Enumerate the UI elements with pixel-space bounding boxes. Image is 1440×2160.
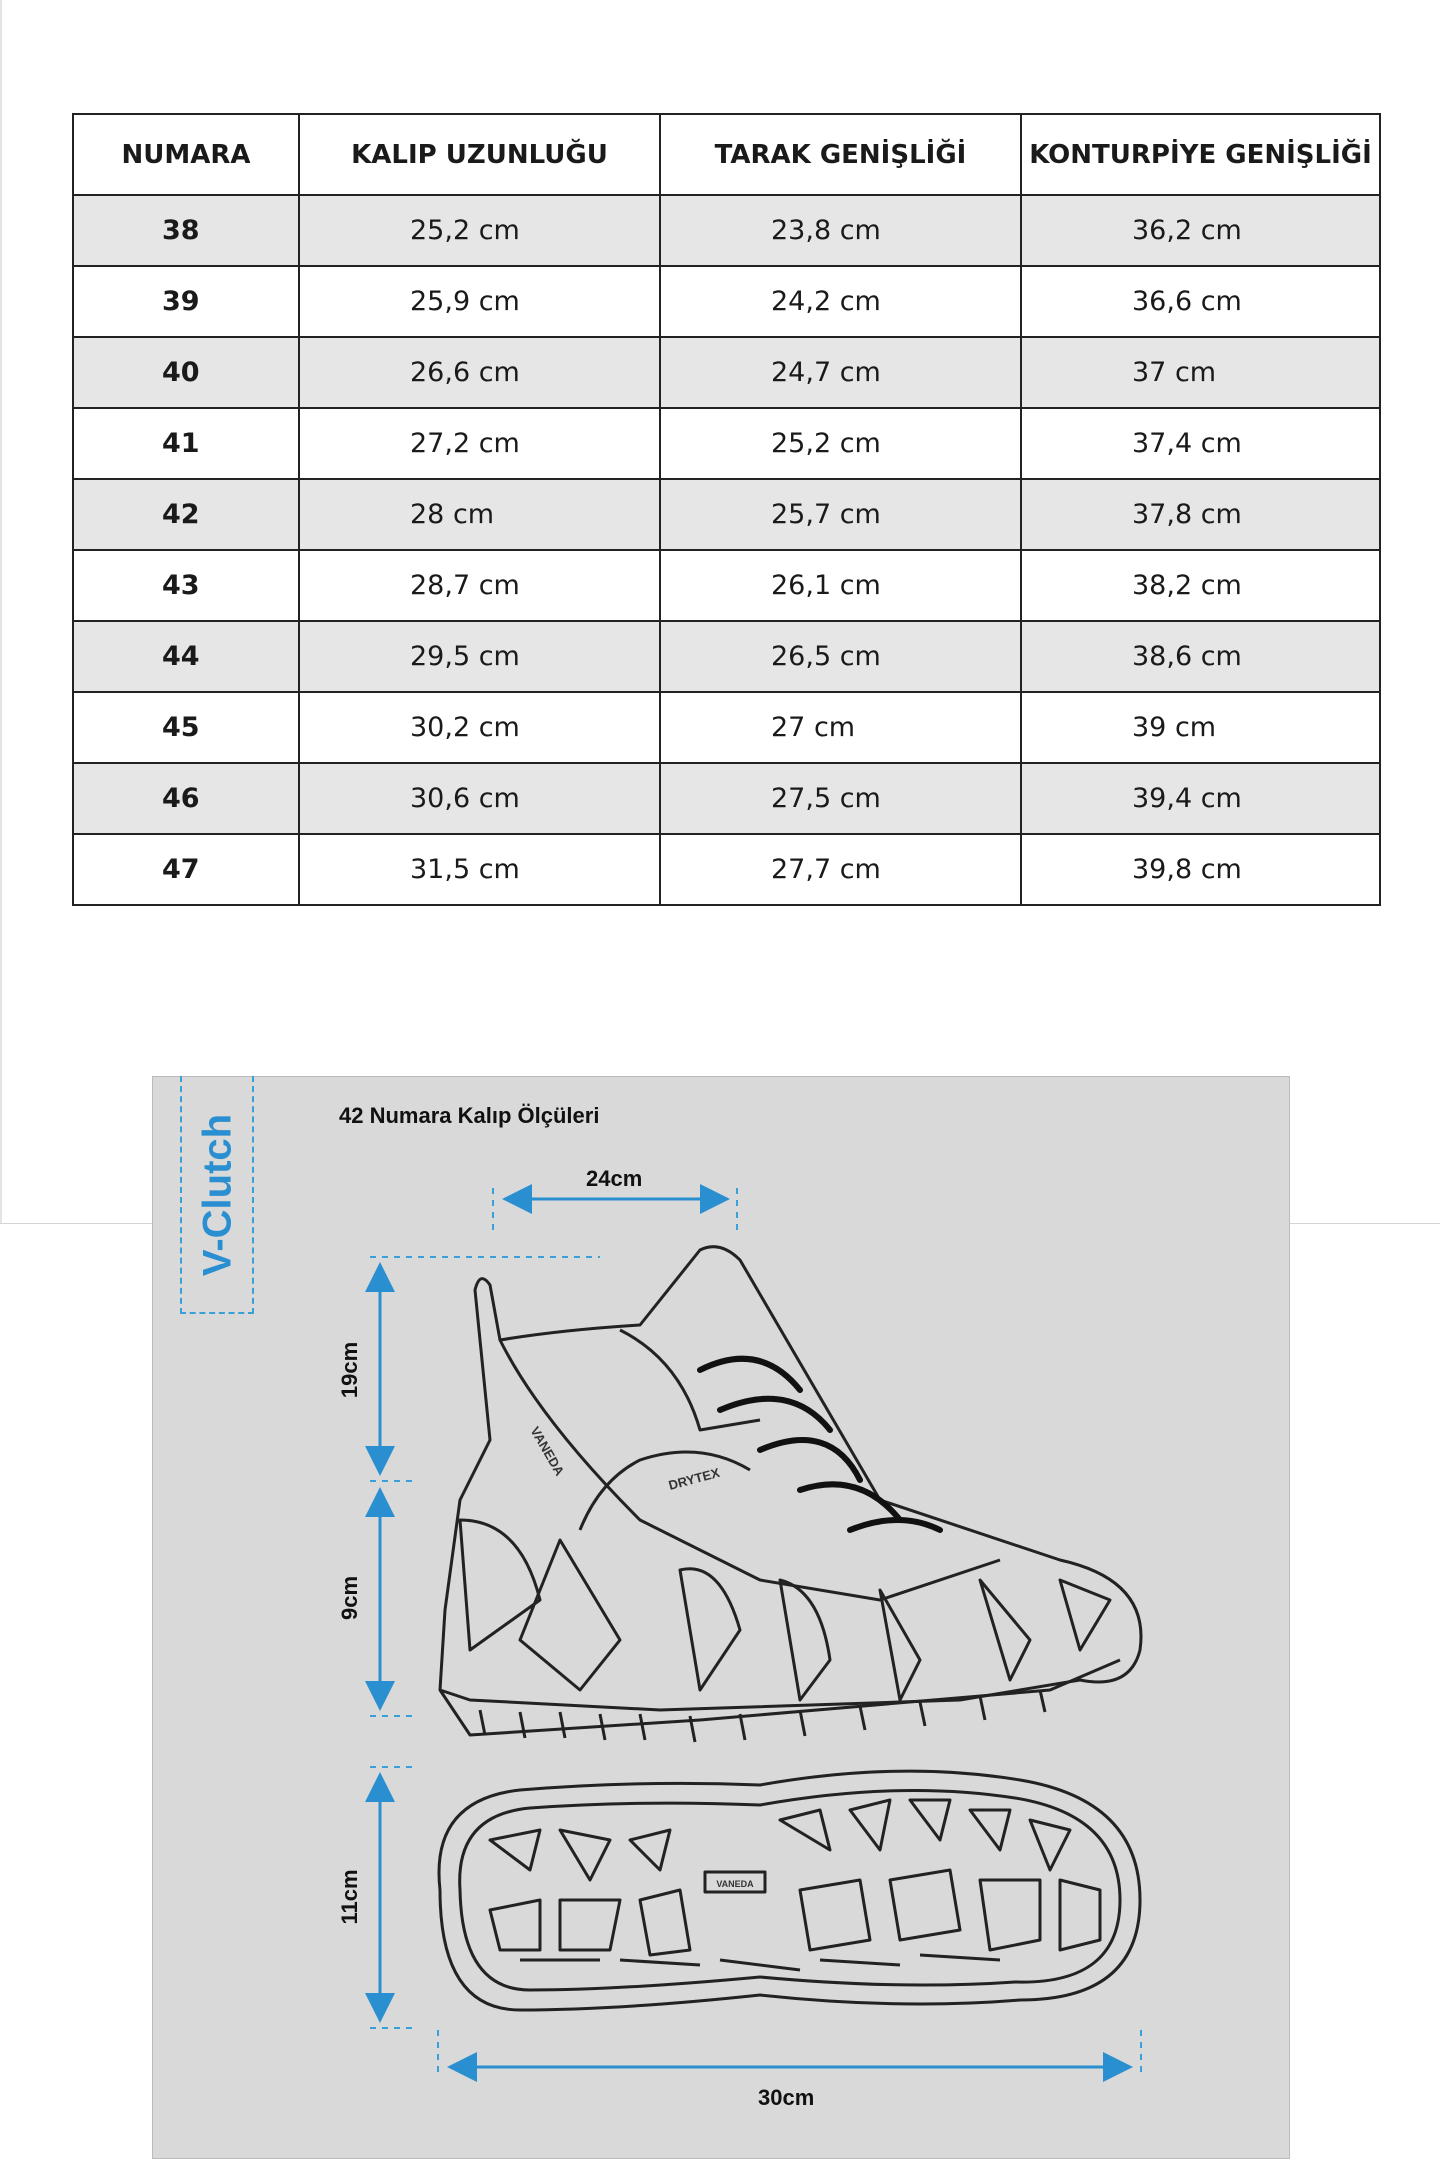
cell-tarak-genisligi: 24,7 cm	[659, 336, 1022, 409]
cell-size: 41	[72, 407, 300, 480]
shoe-side-view	[438, 1245, 1143, 1743]
cell-kalip-uzunlugu: 29,5 cm	[298, 620, 661, 693]
table-row: 47 31,5 cm 27,7 cm 39,8 cm	[72, 833, 1381, 906]
cell-kalip-uzunlugu: 31,5 cm	[298, 833, 661, 906]
cell-size: 44	[72, 620, 300, 693]
table-row: 44 29,5 cm 26,5 cm 38,6 cm	[72, 620, 1381, 693]
dim-label-24cm: 24cm	[586, 1166, 643, 1191]
cell-size: 47	[72, 833, 300, 906]
cell-konturpiye-genisligi: 38,2 cm	[1020, 549, 1381, 622]
dim-label-19cm: 19cm	[337, 1341, 362, 1399]
cell-tarak-genisligi: 27,7 cm	[659, 833, 1022, 906]
shoe-laces	[697, 1355, 943, 1533]
cell-tarak-genisligi: 27 cm	[659, 691, 1022, 764]
header-konturpiye-genisligi: KONTURPİYE GENİŞLİĞİ	[1020, 113, 1381, 196]
cell-konturpiye-genisligi: 37,8 cm	[1020, 478, 1381, 551]
cell-konturpiye-genisligi: 39,4 cm	[1020, 762, 1381, 835]
cell-tarak-genisligi: 27,5 cm	[659, 762, 1022, 835]
dimension-arrows	[365, 1184, 1133, 2082]
cell-size: 40	[72, 336, 300, 409]
brand-box	[180, 1076, 254, 1314]
cell-konturpiye-genisligi: 39,8 cm	[1020, 833, 1381, 906]
sole-logo: VANEDA	[716, 1879, 754, 1889]
guide-lines	[370, 1188, 1142, 2075]
cell-kalip-uzunlugu: 26,6 cm	[298, 336, 661, 409]
table-header-row: NUMARA KALIP UZUNLUĞU TARAK GENİŞLİĞİ KO…	[72, 113, 1381, 196]
cell-size: 43	[72, 549, 300, 622]
cell-tarak-genisligi: 24,2 cm	[659, 265, 1022, 338]
cell-size: 42	[72, 478, 300, 551]
table-row: 42 28 cm 25,7 cm 37,8 cm	[72, 478, 1381, 551]
cell-kalip-uzunlugu: 25,2 cm	[298, 194, 661, 267]
left-edge-line	[0, 0, 2, 1224]
header-kalip-uzunlugu: KALIP UZUNLUĞU	[298, 113, 661, 196]
size-table: NUMARA KALIP UZUNLUĞU TARAK GENİŞLİĞİ KO…	[72, 113, 1381, 906]
cell-konturpiye-genisligi: 36,2 cm	[1020, 194, 1381, 267]
cell-size: 46	[72, 762, 300, 835]
shoe-sole-view	[437, 1769, 1142, 2012]
cell-konturpiye-genisligi: 38,6 cm	[1020, 620, 1381, 693]
cell-tarak-genisligi: 25,2 cm	[659, 407, 1022, 480]
table-row: 41 27,2 cm 25,2 cm 37,4 cm	[72, 407, 1381, 480]
table-row: 45 30,2 cm 27 cm 39 cm	[72, 691, 1381, 764]
table-row: 46 30,6 cm 27,5 cm 39,4 cm	[72, 762, 1381, 835]
cell-konturpiye-genisligi: 37 cm	[1020, 336, 1381, 409]
dim-label-11cm: 11cm	[337, 1869, 362, 1925]
cell-konturpiye-genisligi: 36,6 cm	[1020, 265, 1381, 338]
dim-label-9cm: 9cm	[337, 1575, 362, 1621]
cell-kalip-uzunlugu: 30,2 cm	[298, 691, 661, 764]
cell-tarak-genisligi: 23,8 cm	[659, 194, 1022, 267]
table-row: 43 28,7 cm 26,1 cm 38,2 cm	[72, 549, 1381, 622]
cell-size: 45	[72, 691, 300, 764]
table-row: 39 25,9 cm 24,2 cm 36,6 cm	[72, 265, 1381, 338]
cell-konturpiye-genisligi: 37,4 cm	[1020, 407, 1381, 480]
cell-konturpiye-genisligi: 39 cm	[1020, 691, 1381, 764]
header-tarak-genisligi: TARAK GENİŞLİĞİ	[659, 113, 1022, 196]
cell-size: 39	[72, 265, 300, 338]
dim-label-30cm: 30cm	[758, 2085, 815, 2110]
cell-size: 38	[72, 194, 300, 267]
cell-tarak-genisligi: 26,5 cm	[659, 620, 1022, 693]
cell-kalip-uzunlugu: 28,7 cm	[298, 549, 661, 622]
header-numara: NUMARA	[72, 113, 300, 196]
cell-kalip-uzunlugu: 25,9 cm	[298, 265, 661, 338]
cell-tarak-genisligi: 26,1 cm	[659, 549, 1022, 622]
diagram-title: 42 Numara Kalıp Ölçüleri	[339, 1103, 600, 1128]
shoe-drytex-label: DRYTEX	[667, 1465, 722, 1493]
cell-kalip-uzunlugu: 28 cm	[298, 478, 661, 551]
cell-kalip-uzunlugu: 30,6 cm	[298, 762, 661, 835]
cell-tarak-genisligi: 25,7 cm	[659, 478, 1022, 551]
table-row: 38 25,2 cm 23,8 cm 36,2 cm	[72, 194, 1381, 267]
cell-kalip-uzunlugu: 27,2 cm	[298, 407, 661, 480]
table-row: 40 26,6 cm 24,7 cm 37 cm	[72, 336, 1381, 409]
